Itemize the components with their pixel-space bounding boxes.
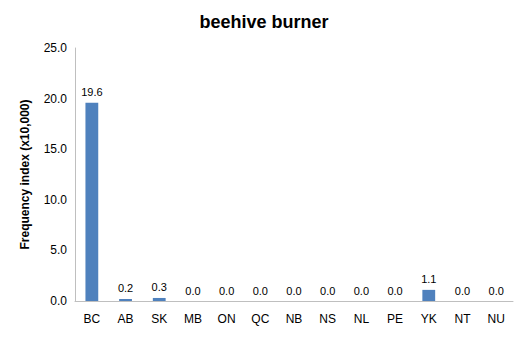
svg-text:0.0: 0.0 bbox=[455, 285, 470, 297]
svg-text:0.2: 0.2 bbox=[118, 282, 133, 294]
svg-text:1.1: 1.1 bbox=[421, 273, 436, 285]
svg-text:0.3: 0.3 bbox=[152, 281, 167, 293]
svg-text:0.0: 0.0 bbox=[219, 285, 234, 297]
svg-text:NB: NB bbox=[286, 312, 303, 326]
svg-text:AB: AB bbox=[118, 312, 134, 326]
svg-text:NT: NT bbox=[454, 312, 471, 326]
svg-text:0.0: 0.0 bbox=[50, 294, 67, 308]
svg-text:MB: MB bbox=[184, 312, 202, 326]
svg-text:NS: NS bbox=[319, 312, 336, 326]
svg-text:0.0: 0.0 bbox=[354, 285, 369, 297]
svg-text:20.0: 20.0 bbox=[44, 92, 68, 106]
svg-text:ON: ON bbox=[218, 312, 236, 326]
svg-text:QC: QC bbox=[251, 312, 269, 326]
svg-text:YK: YK bbox=[421, 312, 437, 326]
svg-text:PE: PE bbox=[387, 312, 403, 326]
svg-text:beehive burner: beehive burner bbox=[199, 12, 328, 32]
svg-text:0.0: 0.0 bbox=[387, 285, 402, 297]
svg-text:15.0: 15.0 bbox=[44, 142, 68, 156]
svg-text:0.0: 0.0 bbox=[185, 285, 200, 297]
svg-text:NL: NL bbox=[354, 312, 370, 326]
svg-text:0.0: 0.0 bbox=[253, 285, 268, 297]
svg-text:NU: NU bbox=[487, 312, 504, 326]
svg-text:0.0: 0.0 bbox=[286, 285, 301, 297]
svg-text:SK: SK bbox=[151, 312, 167, 326]
svg-text:0.0: 0.0 bbox=[489, 285, 504, 297]
svg-text:10.0: 10.0 bbox=[44, 193, 68, 207]
svg-text:19.6: 19.6 bbox=[81, 86, 102, 98]
svg-text:Frequency index (x10,000): Frequency index (x10,000) bbox=[18, 99, 32, 249]
svg-text:0.0: 0.0 bbox=[320, 285, 335, 297]
svg-text:BC: BC bbox=[84, 312, 101, 326]
svg-text:25.0: 25.0 bbox=[44, 41, 68, 55]
svg-text:5.0: 5.0 bbox=[50, 243, 67, 257]
